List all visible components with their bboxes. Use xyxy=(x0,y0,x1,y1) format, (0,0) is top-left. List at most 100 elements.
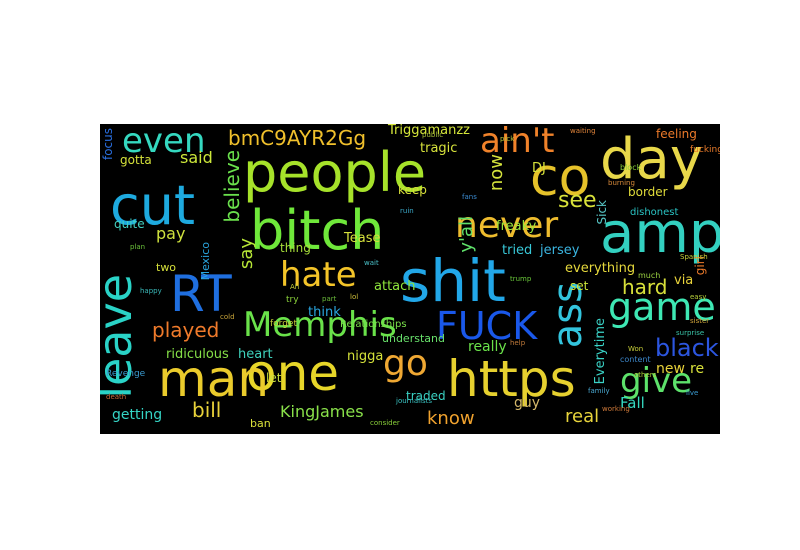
word: Won xyxy=(628,345,644,353)
word: dishonest xyxy=(630,207,679,218)
word: hate xyxy=(280,255,357,295)
word: guy xyxy=(514,395,541,411)
word: part xyxy=(322,295,337,303)
word: nigga xyxy=(347,349,384,364)
word: burning xyxy=(608,179,635,187)
word: happy xyxy=(140,287,162,295)
word: re xyxy=(690,361,705,377)
word: waiting xyxy=(570,127,596,135)
word: jersey xyxy=(540,243,580,258)
word: never xyxy=(455,205,559,246)
word: see xyxy=(558,188,597,213)
word: RT xyxy=(170,265,232,323)
word: give xyxy=(620,361,693,401)
word: think xyxy=(308,305,341,320)
word: help xyxy=(510,339,526,347)
word: wait xyxy=(364,259,379,267)
word: black xyxy=(655,334,719,362)
word: two xyxy=(156,261,177,274)
word: death xyxy=(106,393,127,401)
word: Ah xyxy=(290,283,300,291)
word: one xyxy=(246,344,340,402)
word: people xyxy=(243,141,427,204)
word: believe xyxy=(220,150,244,223)
word: tried xyxy=(502,243,533,258)
word: family xyxy=(588,387,610,395)
word: KingJames xyxy=(280,402,364,421)
word: attach xyxy=(374,279,416,294)
word: say xyxy=(236,238,257,270)
word: Everytime xyxy=(593,318,608,385)
word: live xyxy=(686,389,699,397)
word: everything xyxy=(565,261,636,276)
word: via xyxy=(674,273,694,288)
word: new xyxy=(656,361,685,377)
word: fucking xyxy=(690,145,720,155)
word: public xyxy=(422,131,444,139)
word: ruin xyxy=(400,207,414,215)
word: Relationships xyxy=(340,319,407,330)
word: cut xyxy=(110,174,196,237)
word: Triggamanzz xyxy=(388,124,470,138)
word: know xyxy=(427,408,475,429)
word: content xyxy=(620,355,651,364)
word: Memphis xyxy=(243,305,397,345)
word: quite xyxy=(114,217,145,231)
word: tragic xyxy=(420,141,458,156)
word: Revenge xyxy=(106,369,146,379)
word: sister xyxy=(690,317,710,325)
word: even xyxy=(122,124,206,161)
word: bill xyxy=(192,398,222,422)
word: forget xyxy=(270,319,297,329)
word: Tease xyxy=(344,231,381,246)
word: heart xyxy=(238,347,273,362)
word: Fall xyxy=(620,394,645,412)
word: block xyxy=(620,163,642,172)
word: understand xyxy=(382,332,445,345)
word: set xyxy=(570,279,589,293)
word: FUCK xyxy=(436,304,538,348)
word: Sick xyxy=(595,200,609,225)
word: traded xyxy=(406,389,446,403)
word: Spanish xyxy=(680,253,708,261)
word: ban xyxy=(250,417,271,430)
word: others xyxy=(634,371,657,379)
word: go xyxy=(383,343,428,384)
word: bmC9AYR2Gg xyxy=(228,126,367,150)
word: surprise xyxy=(676,329,705,337)
word: freaky xyxy=(496,219,537,234)
word: much xyxy=(638,271,661,280)
word: feeling xyxy=(656,127,697,141)
word: DJ xyxy=(532,161,546,176)
word: keep xyxy=(398,183,427,197)
word: real xyxy=(565,406,600,427)
word: trump xyxy=(510,275,532,283)
word: said xyxy=(180,148,213,167)
word: https xyxy=(447,350,576,408)
word: pick xyxy=(500,135,515,143)
word: y'all xyxy=(456,216,477,253)
word: let xyxy=(266,371,282,385)
word: really xyxy=(468,339,507,355)
word: pay xyxy=(156,224,186,243)
word: amp xyxy=(600,201,720,266)
word: lol xyxy=(350,293,359,301)
word: easy xyxy=(690,293,707,301)
word-cloud: people day bitch amp co cut shit RT leav… xyxy=(100,124,720,434)
word: getting xyxy=(112,407,163,423)
word: border xyxy=(628,185,668,199)
word: hard xyxy=(622,275,668,299)
word: leave xyxy=(100,274,142,399)
word: ain't xyxy=(480,124,555,161)
word: fans xyxy=(462,193,477,201)
word: bitch xyxy=(250,199,385,262)
word: consider xyxy=(370,419,400,427)
word: plan xyxy=(130,243,146,251)
word: shit xyxy=(400,247,506,315)
word: ridiculous xyxy=(166,347,229,362)
word: Mexico xyxy=(199,242,212,281)
word: focus xyxy=(101,128,115,161)
word: day xyxy=(600,127,704,192)
word: man xyxy=(158,350,270,408)
word: played xyxy=(152,318,220,342)
